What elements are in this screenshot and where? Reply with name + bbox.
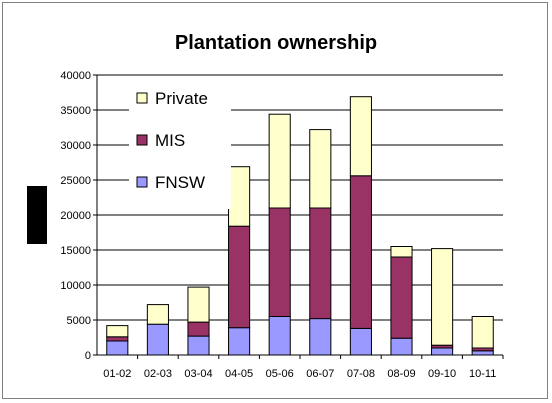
y-tick-label-5: 25000 (60, 175, 91, 187)
legend-swatch-fnsw (136, 176, 148, 188)
y-tick-label-7: 35000 (60, 105, 91, 117)
bar-private-07-08 (349, 96, 372, 177)
bar-fnsw-05-06 (268, 316, 291, 356)
bar-mis-05-06 (268, 207, 291, 317)
x-tick-label-7: 08-09 (387, 368, 415, 380)
bar-fnsw-02-03 (146, 323, 169, 356)
x-tick-label-5: 06-07 (306, 368, 334, 380)
x-tick-label-2: 03-04 (184, 368, 212, 380)
bar-private-01-02 (106, 325, 129, 338)
bar-fnsw-01-02 (106, 340, 129, 356)
bar-fnsw-03-04 (187, 335, 210, 356)
bar-private-06-07 (309, 129, 332, 209)
y-tick-label-3: 15000 (60, 245, 91, 257)
bar-private-02-03 (146, 304, 169, 325)
y-tick-label-0: 0 (85, 350, 91, 362)
bar-fnsw-09-10 (431, 347, 454, 356)
bar-private-09-10 (431, 248, 454, 346)
y-tick-label-2: 10000 (60, 280, 91, 292)
chart-frame: Plantation ownership 0 5000 10000 15000 2000… (2, 2, 548, 399)
bar-private-10-11 (471, 316, 494, 349)
legend-swatch-private (136, 92, 148, 104)
x-axis-ticks: 01-02 02-03 03-04 04-05 05-06 06-07 07-08 08-09… (103, 355, 504, 380)
y-axis-ticks: 0 5000 10000 15000 20000 25000 30000 35000 40000 (60, 70, 97, 362)
bar-fnsw-04-05 (228, 327, 251, 356)
black-box-marker (27, 186, 47, 244)
x-tick-label-6: 07-08 (347, 368, 375, 380)
bars (106, 96, 494, 356)
bar-fnsw-07-08 (349, 327, 372, 356)
x-tick-label-3: 04-05 (225, 368, 253, 380)
bar-private-05-06 (268, 113, 291, 209)
legend-label-fnsw: FNSW (155, 173, 205, 192)
bar-fnsw-10-11 (471, 350, 494, 356)
bar-mis-07-08 (349, 175, 372, 329)
y-tick-label-1: 5000 (67, 315, 91, 327)
bar-private-03-04 (187, 286, 210, 323)
legend-label-private: Private (155, 89, 208, 108)
bar-private-08-09 (390, 246, 413, 258)
bar-mis-08-09 (390, 256, 413, 339)
legend-background (129, 85, 231, 209)
bar-mis-01-02 (106, 336, 129, 342)
bar-mis-03-04 (187, 321, 210, 337)
x-tick-label-8: 09-10 (428, 368, 456, 380)
chart-title: Plantation ownership (175, 32, 377, 54)
stacked-bar-chart: Plantation ownership 0 5000 10000 15000 2000… (60, 32, 504, 380)
x-tick-label-1: 02-03 (144, 368, 172, 380)
legend-label-mis: MIS (155, 131, 185, 150)
bar-fnsw-08-09 (390, 337, 413, 356)
y-tick-label-4: 20000 (60, 210, 91, 222)
x-tick-label-9: 10-11 (469, 368, 496, 380)
x-tick-label-4: 05-06 (266, 368, 294, 380)
legend: Private MIS FNSW (129, 85, 231, 209)
bar-private-04-05 (228, 166, 251, 227)
x-tick-label-0: 01-02 (103, 368, 131, 380)
bar-mis-04-05 (228, 225, 251, 329)
legend-swatch-mis (136, 134, 148, 146)
bar-mis-06-07 (309, 207, 332, 320)
bar-fnsw-06-07 (309, 318, 332, 356)
y-tick-label-8: 40000 (60, 70, 91, 82)
y-tick-label-6: 30000 (60, 140, 91, 152)
